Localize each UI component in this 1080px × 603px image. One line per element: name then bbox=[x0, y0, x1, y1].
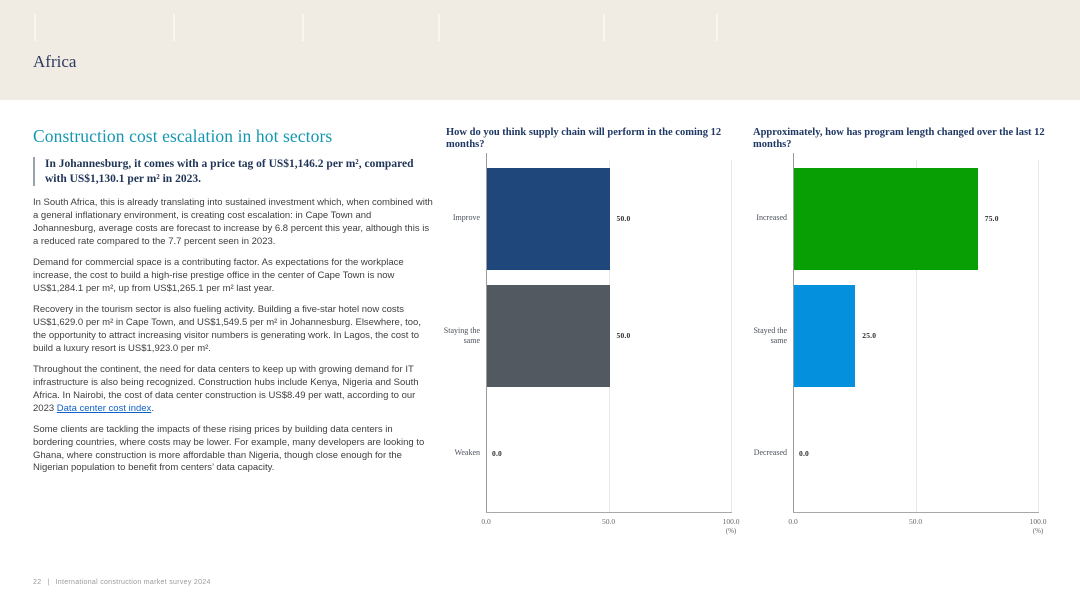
article-title: Construction cost escalation in hot sect… bbox=[33, 126, 333, 146]
region-title: Africa bbox=[33, 52, 77, 71]
chart-x-axis bbox=[793, 512, 1039, 513]
chart-x-tick-label: 0.0 bbox=[788, 517, 798, 526]
chart-bar bbox=[794, 167, 978, 270]
footer-divider: | bbox=[47, 579, 50, 586]
chart-category-label: Increased bbox=[756, 213, 787, 223]
chart-x-tick-label: 100.0 bbox=[1029, 517, 1047, 526]
header-section-divider bbox=[173, 14, 175, 41]
paragraph: Throughout the continent, the need for d… bbox=[33, 364, 435, 415]
chart-category-label: Stayed the same bbox=[753, 325, 787, 345]
pull-quote: In Johannesburg, it comes with a price t… bbox=[33, 157, 435, 187]
chart-plot: 0.0 50.0 100.0 (%) Improve 50.0 Staying the sa… bbox=[444, 153, 739, 535]
chart-y-axis bbox=[486, 153, 487, 513]
chart-gridline bbox=[915, 160, 917, 512]
chart-category-label: Decreased bbox=[753, 448, 787, 458]
paragraph-text: Throughout the continent, the need for d… bbox=[33, 364, 419, 414]
chart-gridline bbox=[731, 160, 732, 512]
chart-category-label: Staying the same bbox=[443, 325, 480, 345]
chart-bar bbox=[487, 285, 610, 387]
chart-supply-chain: How do you think supply chain will perfo… bbox=[444, 127, 752, 535]
chart-x-tick-label: 50.0 bbox=[601, 517, 616, 526]
chart-value-label: 75.0 bbox=[984, 214, 999, 224]
paragraph-text: . bbox=[151, 402, 154, 414]
page-header: Africa bbox=[0, 0, 1080, 100]
chart-x-tick-label: 0.0 bbox=[481, 517, 491, 526]
chart-x-unit-label: (%) bbox=[725, 527, 737, 535]
footer-document-title: International construction market survey… bbox=[55, 579, 211, 586]
chart-value-label: 25.0 bbox=[862, 331, 877, 341]
paragraph: Some clients are tackling the impacts of… bbox=[33, 424, 425, 474]
chart-program-length: Approximately, how has program length ch… bbox=[753, 127, 1059, 535]
chart-title: How do you think supply chain will perfo… bbox=[446, 127, 722, 151]
chart-y-axis bbox=[793, 153, 794, 513]
paragraph: Demand for commercial space is a contrib… bbox=[33, 257, 404, 294]
chart-gridline bbox=[1038, 160, 1039, 512]
paragraph: Recovery in the tourism sector is also f… bbox=[33, 304, 421, 354]
chart-value-label: 0.0 bbox=[799, 448, 809, 458]
chart-plot: 0.0 50.0 100.0 (%) Increased 75.0 Stayed the s… bbox=[753, 153, 1046, 535]
footer-page-number: 22 bbox=[33, 579, 42, 586]
chart-value-label: 50.0 bbox=[616, 331, 631, 341]
chart-title: Approximately, how has program length ch… bbox=[753, 127, 1045, 151]
header-section-divider bbox=[438, 14, 440, 41]
data-center-cost-index-link[interactable]: Data center cost index bbox=[56, 402, 152, 414]
chart-x-tick-label: 50.0 bbox=[908, 517, 923, 526]
header-section-divider bbox=[603, 14, 605, 41]
paragraph: In South Africa, this is already transla… bbox=[33, 197, 433, 247]
chart-x-tick-label: 100.0 bbox=[722, 517, 740, 526]
chart-bar bbox=[487, 167, 610, 270]
page-footer: 22 | International construction market sur… bbox=[33, 579, 211, 586]
header-section-divider bbox=[34, 14, 36, 41]
header-section-divider bbox=[716, 14, 718, 41]
chart-bar bbox=[794, 285, 856, 387]
chart-value-label: 0.0 bbox=[492, 448, 502, 458]
chart-x-unit-label: (%) bbox=[1032, 527, 1044, 535]
chart-value-label: 50.0 bbox=[616, 214, 631, 224]
chart-category-label: Improve bbox=[452, 213, 480, 223]
chart-x-axis bbox=[486, 512, 732, 513]
header-section-divider bbox=[302, 14, 304, 41]
article-column: Construction cost escalation in hot sect… bbox=[33, 126, 435, 484]
chart-category-label: Weaken bbox=[454, 448, 480, 458]
